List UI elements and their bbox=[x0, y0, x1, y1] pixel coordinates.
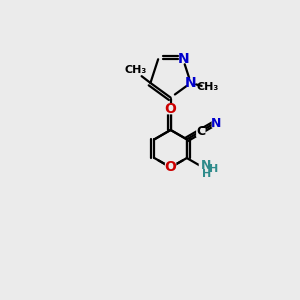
FancyBboxPatch shape bbox=[212, 118, 221, 128]
FancyBboxPatch shape bbox=[166, 104, 176, 114]
Text: CH₃: CH₃ bbox=[124, 65, 147, 75]
Text: C: C bbox=[196, 125, 206, 138]
FancyBboxPatch shape bbox=[165, 163, 176, 172]
Text: O: O bbox=[165, 102, 176, 116]
Text: O: O bbox=[165, 160, 176, 174]
Text: N: N bbox=[211, 117, 221, 130]
Text: N: N bbox=[177, 52, 189, 66]
Text: CH₃: CH₃ bbox=[196, 82, 219, 92]
FancyBboxPatch shape bbox=[196, 128, 206, 137]
Text: H: H bbox=[209, 164, 218, 174]
Text: N: N bbox=[185, 76, 196, 90]
Text: N: N bbox=[201, 159, 211, 172]
Text: H: H bbox=[202, 169, 211, 179]
FancyBboxPatch shape bbox=[199, 163, 216, 175]
